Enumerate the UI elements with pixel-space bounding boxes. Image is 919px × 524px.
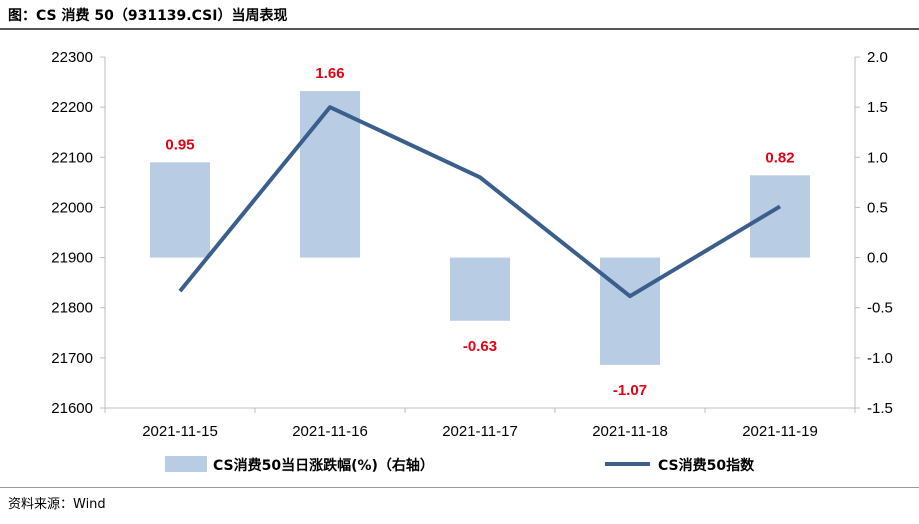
- right-tick-label: -1.5: [867, 400, 893, 417]
- x-tick-label: 2021-11-18: [592, 423, 668, 440]
- bar-2021-11-16: [300, 91, 360, 258]
- left-tick-label: 21700: [51, 350, 93, 367]
- left-tick-label: 21900: [51, 250, 93, 267]
- x-tick-label: 2021-11-17: [442, 423, 518, 440]
- bar-value-label: -1.07: [613, 382, 647, 399]
- bar-value-label: 0.95: [165, 136, 194, 153]
- bar-value-label: 1.66: [315, 65, 344, 82]
- bar-value-label: 0.82: [765, 149, 794, 166]
- left-tick-label: 22000: [51, 199, 93, 216]
- right-tick-label: 0.0: [867, 250, 888, 267]
- legend-bar-swatch: [165, 456, 207, 472]
- left-tick-label: 22200: [51, 99, 93, 116]
- bar-2021-11-15: [150, 162, 210, 258]
- x-tick-label: 2021-11-16: [292, 423, 368, 440]
- chart-title: 图：CS 消费 50（931139.CSI）当周表现: [8, 8, 288, 24]
- left-tick-label: 22300: [51, 49, 93, 66]
- source-note: 资料来源：Wind: [8, 497, 106, 512]
- right-tick-label: 1.0: [867, 149, 888, 166]
- left-tick-label: 22100: [51, 149, 93, 166]
- bar-2021-11-17: [450, 257, 510, 321]
- right-tick-label: -0.5: [867, 300, 893, 317]
- legend-line-label: CS消费50指数: [658, 457, 755, 474]
- x-tick-label: 2021-11-19: [742, 423, 818, 440]
- right-tick-label: 0.5: [867, 199, 888, 216]
- bar-value-label: -0.63: [463, 338, 497, 355]
- bar-2021-11-19: [750, 175, 810, 258]
- left-tick-label: 21600: [51, 400, 93, 417]
- right-tick-label: 1.5: [867, 99, 888, 116]
- source-rule: [0, 487, 919, 488]
- bar-2021-11-18: [600, 257, 660, 365]
- right-tick-label: 2.0: [867, 49, 888, 66]
- x-tick-label: 2021-11-15: [142, 423, 218, 440]
- left-tick-label: 21800: [51, 300, 93, 317]
- right-tick-label: -1.0: [867, 350, 893, 367]
- legend-bar-label: CS消费50当日涨跌幅(%)（右轴）: [213, 457, 434, 474]
- chart-area: 0.95 1.66 -0.63 -1.07 0.82 21600 21700 21800 21…: [51, 49, 893, 474]
- title-rule: [0, 28, 919, 30]
